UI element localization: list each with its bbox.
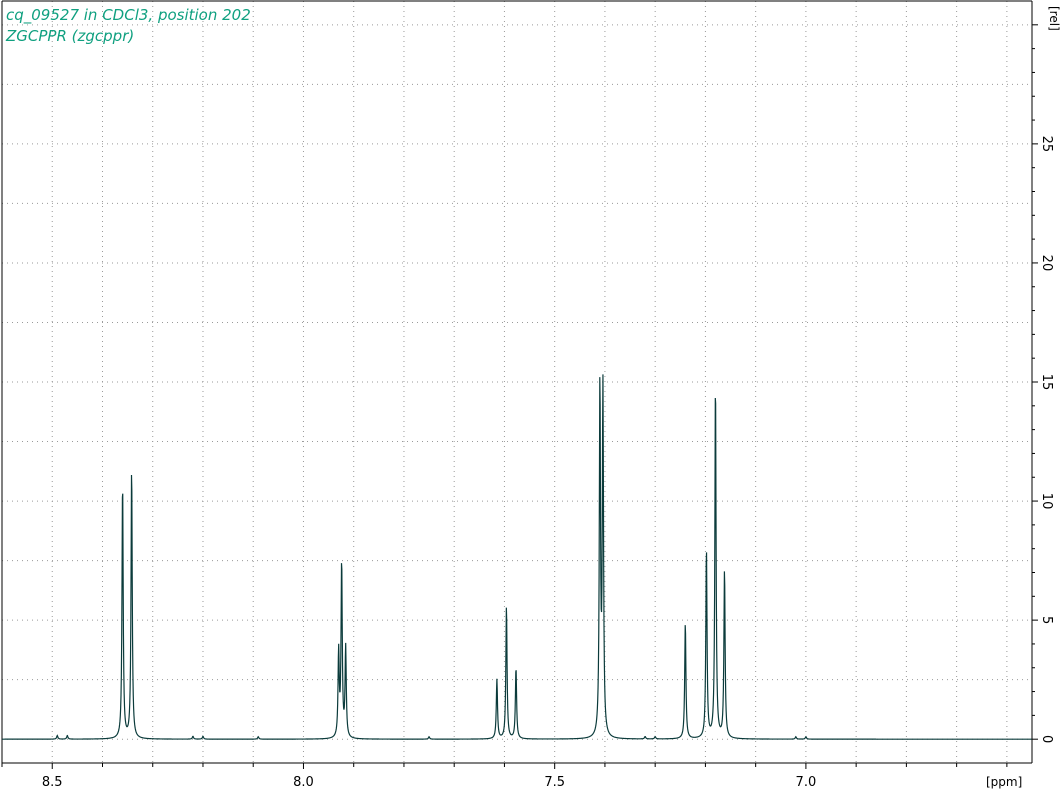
x-axis-ticks: 8.5 8.0 7.5 7.0 bbox=[1, 763, 1008, 790]
x-tick-label: 7.0 bbox=[796, 775, 817, 790]
y-axis-label: [rel] bbox=[1047, 6, 1060, 31]
y-tick-label: 0 bbox=[1039, 735, 1054, 743]
y-tick-label: 15 bbox=[1039, 374, 1054, 391]
y-tick-label: 20 bbox=[1039, 255, 1054, 272]
y-tick-label: 10 bbox=[1039, 493, 1054, 510]
y-tick-label: 5 bbox=[1039, 616, 1054, 624]
pulse-program-label: ZGCPPR (zgcppr) bbox=[6, 27, 135, 45]
x-axis-label: [ppm] bbox=[986, 775, 1022, 789]
y-axis-ticks: 0 5 10 15 20 25 bbox=[1032, 24, 1054, 743]
spectrum-line bbox=[2, 374, 1032, 740]
spectrum-title: cq_09527 in CDCl3, position 202 bbox=[6, 6, 251, 24]
x-tick-label: 8.5 bbox=[42, 775, 63, 790]
x-tick-label: 8.0 bbox=[293, 775, 314, 790]
x-tick-label: 7.5 bbox=[544, 775, 565, 790]
y-tick-label: 25 bbox=[1039, 136, 1054, 153]
grid-lines bbox=[1, 1, 1032, 763]
